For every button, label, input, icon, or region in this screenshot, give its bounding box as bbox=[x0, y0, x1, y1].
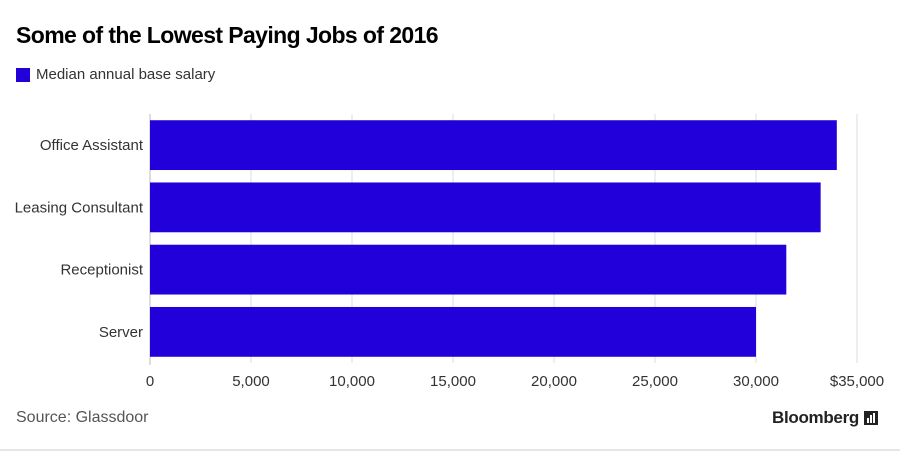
category-label: Office Assistant bbox=[40, 137, 144, 154]
legend-swatch bbox=[16, 67, 30, 82]
x-tick-label: 25,000 bbox=[632, 373, 678, 390]
x-tick-label: $35,000 bbox=[830, 373, 884, 390]
x-tick-label: 10,000 bbox=[329, 373, 375, 390]
brand-name: Bloomberg bbox=[771, 408, 859, 427]
category-label: Receptionist bbox=[60, 262, 143, 279]
bloomberg-chart-icon bbox=[864, 411, 878, 425]
bar bbox=[150, 120, 837, 171]
legend-label: Median annual base salary bbox=[36, 66, 216, 83]
bar bbox=[150, 244, 787, 295]
legend: Median annual base salary bbox=[16, 66, 215, 83]
category-label: Server bbox=[99, 324, 143, 341]
x-tick-label: 5,000 bbox=[232, 373, 270, 390]
bar bbox=[150, 306, 756, 357]
brand-logo: Bloomberg bbox=[772, 408, 878, 428]
bottom-rule bbox=[0, 449, 900, 451]
chart-title: Some of the Lowest Paying Jobs of 2016 bbox=[16, 22, 439, 48]
bar-chart: 0 5,000 10,000 15,000 20,000 25,000 30,000 $35,… bbox=[15, 114, 884, 390]
x-tick-label: 0 bbox=[146, 373, 154, 390]
x-tick-label: 15,000 bbox=[430, 373, 476, 390]
x-tick-label: 20,000 bbox=[531, 373, 577, 390]
x-tick-label: 30,000 bbox=[733, 373, 779, 390]
bar bbox=[150, 182, 821, 233]
source-note: Source: Glassdoor bbox=[16, 409, 149, 426]
category-label: Leasing Consultant bbox=[15, 199, 144, 216]
